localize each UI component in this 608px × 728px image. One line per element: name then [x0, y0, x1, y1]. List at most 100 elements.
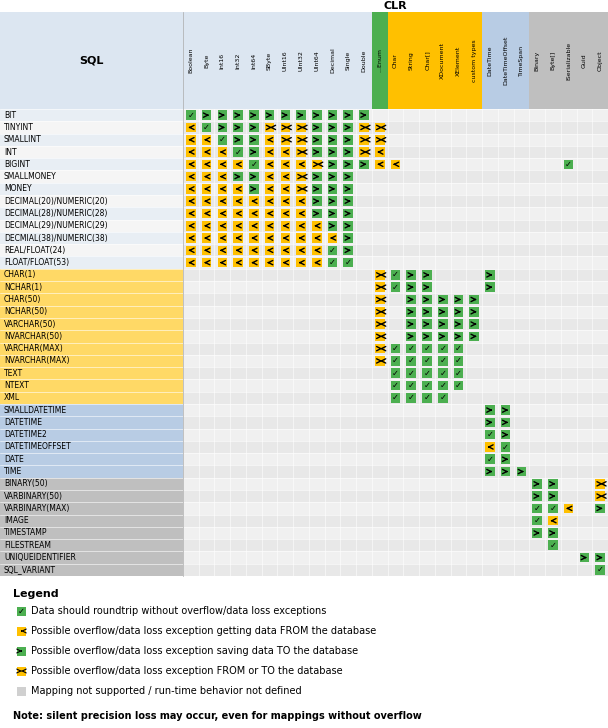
Bar	[375, 282, 384, 292]
Bar	[309, 12, 325, 109]
Bar	[17, 627, 26, 636]
Bar	[183, 416, 608, 429]
Bar	[183, 183, 608, 195]
Bar	[183, 158, 608, 170]
Bar	[406, 368, 416, 378]
Text: ✓: ✓	[219, 135, 226, 144]
Text: NVARCHAR(50): NVARCHAR(50)	[4, 332, 62, 341]
Text: TIMESTAMP: TIMESTAMP	[4, 529, 47, 537]
Bar	[186, 159, 196, 169]
Bar	[183, 355, 608, 367]
Bar	[183, 12, 199, 109]
Bar	[280, 233, 290, 243]
Text: Int32: Int32	[235, 52, 241, 68]
Bar	[340, 12, 356, 109]
Bar	[280, 172, 290, 181]
Bar	[325, 12, 340, 109]
Bar	[183, 502, 608, 515]
Bar	[501, 405, 511, 415]
Text: XML: XML	[4, 393, 20, 403]
Bar	[186, 209, 196, 218]
Bar	[344, 197, 353, 206]
Text: Data should roundtrip without overflow/data loss exceptions: Data should roundtrip without overflow/d…	[31, 606, 326, 616]
Bar	[344, 135, 353, 145]
Bar	[233, 197, 243, 206]
Text: UInt64: UInt64	[314, 50, 319, 71]
Bar	[249, 245, 258, 255]
Bar	[0, 367, 183, 379]
Bar	[0, 269, 183, 281]
Bar	[246, 12, 261, 109]
Bar	[595, 479, 605, 488]
Bar	[485, 418, 495, 427]
Bar	[595, 504, 605, 513]
Bar	[218, 159, 227, 169]
Bar	[17, 667, 26, 676]
Bar	[233, 233, 243, 243]
Bar	[406, 282, 416, 292]
Bar	[183, 220, 608, 232]
Bar	[264, 197, 274, 206]
Bar	[186, 258, 196, 267]
Text: IMAGE: IMAGE	[4, 516, 29, 525]
Bar	[296, 135, 306, 145]
Text: ✓: ✓	[187, 111, 195, 119]
Bar	[0, 293, 183, 306]
Text: XDocument: XDocument	[440, 42, 445, 79]
Text: ✓: ✓	[565, 160, 572, 169]
Bar	[328, 135, 337, 145]
Bar	[202, 197, 212, 206]
Bar	[438, 368, 447, 378]
Text: ✓: ✓	[502, 443, 509, 451]
Bar	[422, 356, 432, 365]
Bar	[391, 393, 400, 403]
Bar	[548, 479, 558, 488]
Bar	[202, 111, 212, 120]
Bar	[592, 12, 608, 109]
Bar	[183, 232, 608, 244]
Bar	[312, 245, 322, 255]
Text: ✓: ✓	[440, 381, 446, 390]
Bar	[533, 504, 542, 513]
Bar	[0, 527, 183, 539]
Bar	[183, 367, 608, 379]
Bar	[183, 256, 608, 269]
Bar	[280, 245, 290, 255]
Bar	[485, 282, 495, 292]
Text: ✓: ✓	[440, 344, 446, 353]
Text: ✓: ✓	[203, 123, 210, 132]
Bar	[218, 258, 227, 267]
Bar	[312, 233, 322, 243]
Bar	[454, 320, 463, 329]
Text: ✓: ✓	[550, 541, 556, 550]
Bar	[202, 245, 212, 255]
Text: ✓: ✓	[534, 516, 541, 525]
Text: Int16: Int16	[220, 52, 225, 68]
Text: DATETIME2: DATETIME2	[4, 430, 47, 439]
Bar	[422, 331, 432, 341]
Bar	[296, 184, 306, 194]
Bar	[17, 687, 26, 695]
Text: ✓: ✓	[486, 455, 493, 464]
Bar	[277, 12, 293, 109]
Bar	[249, 172, 258, 181]
Text: DATETIMEOFFSET: DATETIMEOFFSET	[4, 443, 71, 451]
Bar	[375, 147, 384, 157]
Bar	[264, 172, 274, 181]
Bar	[595, 565, 605, 574]
Bar	[482, 12, 498, 109]
Text: MONEY: MONEY	[4, 184, 32, 194]
Bar	[233, 135, 243, 145]
Bar	[280, 258, 290, 267]
Bar	[218, 135, 227, 145]
Text: ✓: ✓	[550, 504, 556, 513]
Bar	[356, 12, 372, 109]
Bar	[517, 467, 526, 476]
Bar	[454, 381, 463, 390]
Bar	[183, 342, 608, 355]
Bar	[186, 111, 196, 120]
Bar	[454, 356, 463, 365]
Bar	[0, 331, 183, 342]
Text: CLR: CLR	[384, 1, 407, 11]
Bar	[183, 293, 608, 306]
